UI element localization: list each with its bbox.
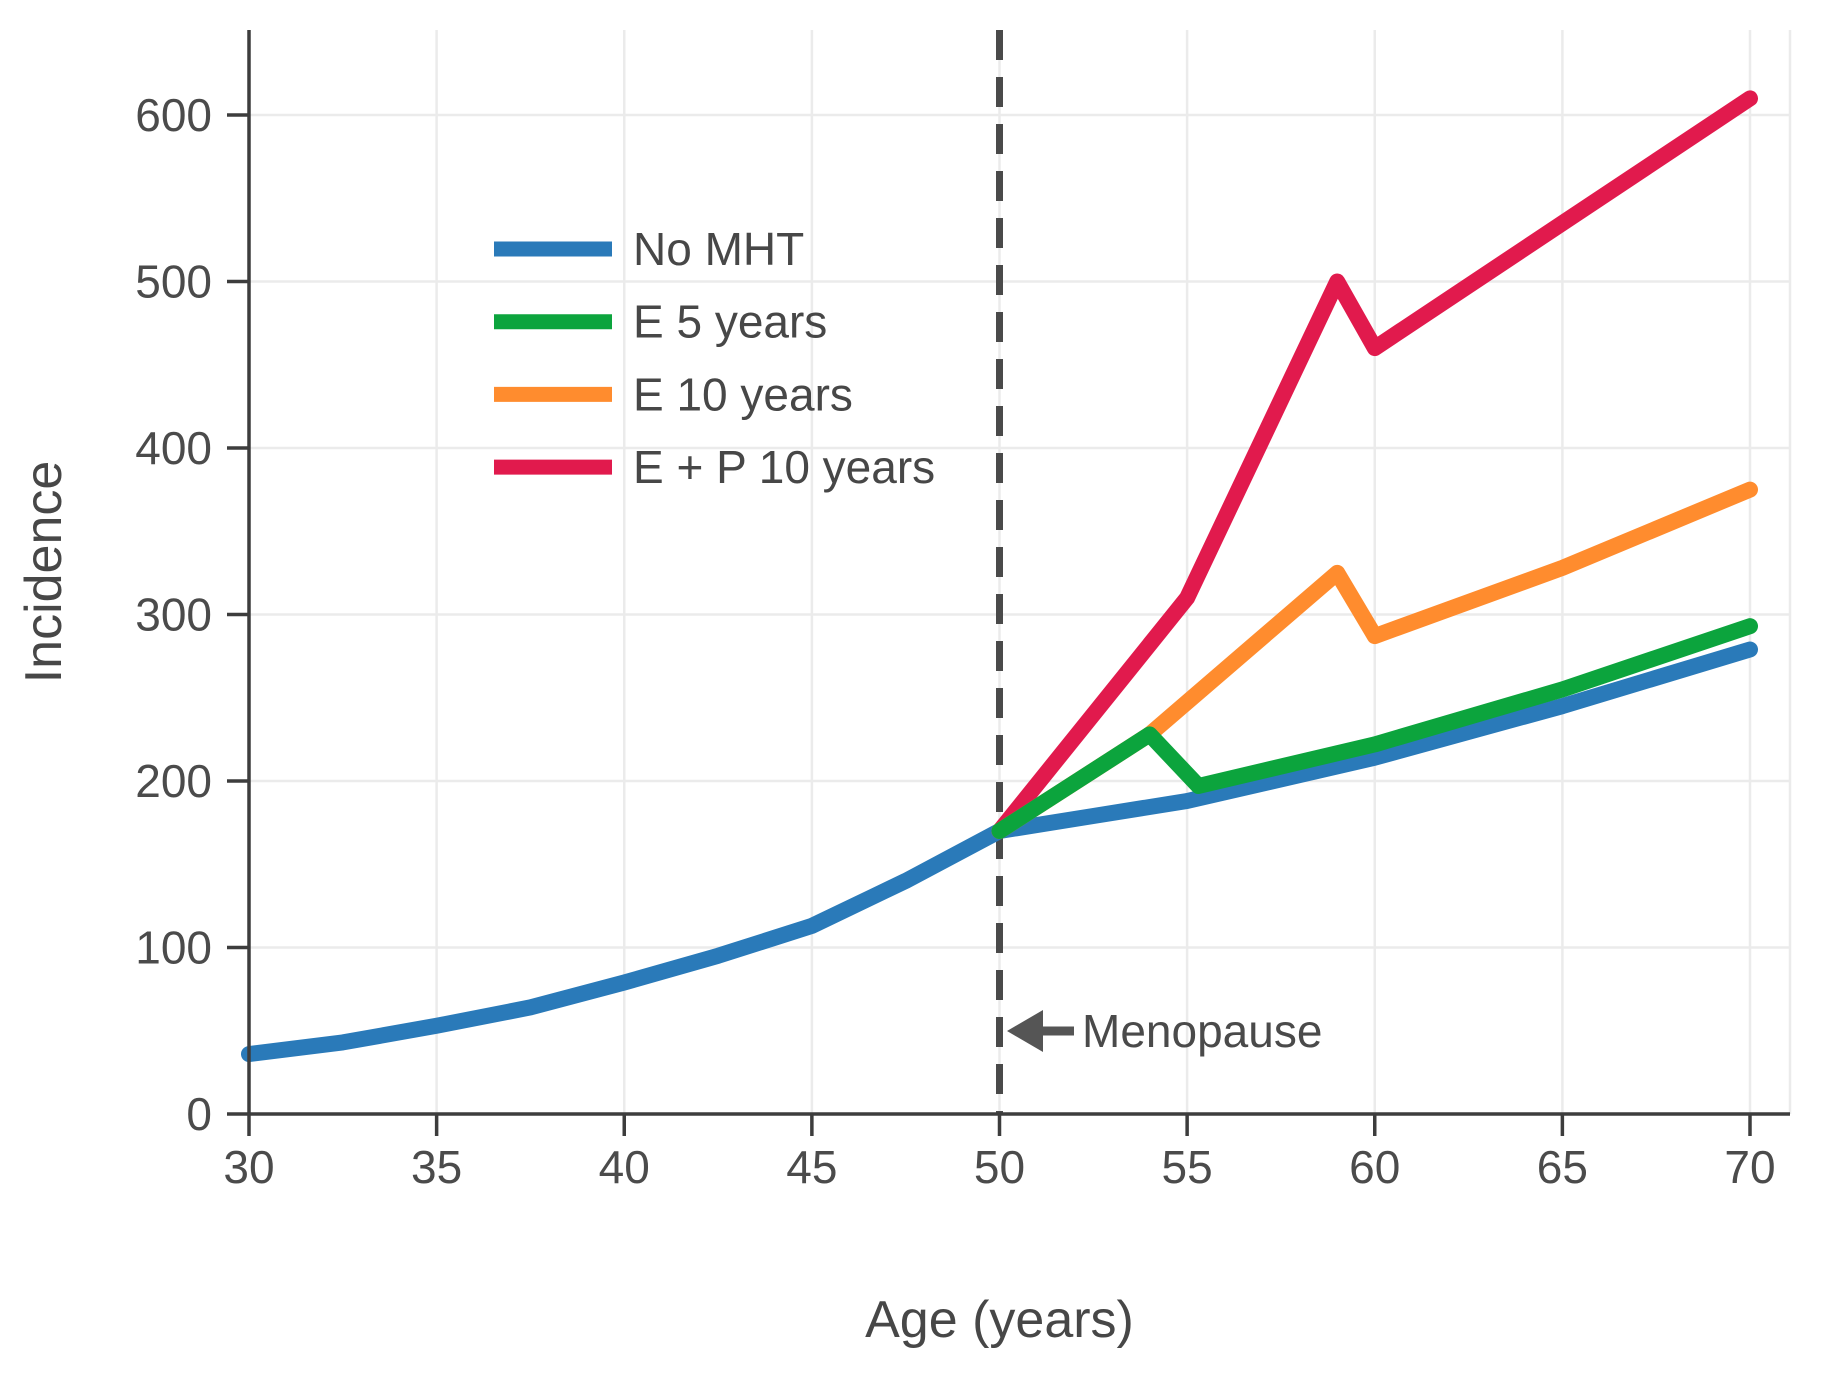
axis-titles-layer: Age (years) Incidence <box>15 461 1134 1349</box>
series-line-e-p-10-years <box>991 90 1758 839</box>
menopause-label: Menopause <box>1082 1005 1322 1057</box>
legend-item: E 5 years <box>494 296 827 348</box>
x-axis-title: Age (years) <box>865 1291 1134 1349</box>
legend-label-no-mht: No MHT <box>633 223 804 275</box>
y-axis-title: Incidence <box>15 461 73 684</box>
x-tick-label-45: 45 <box>786 1141 837 1193</box>
y-tick-label-300: 300 <box>135 589 212 641</box>
legend-item: No MHT <box>494 223 804 275</box>
series-line-e-5-years <box>991 618 1758 839</box>
series-line-no-mht <box>241 641 1758 1063</box>
y-tick-label-400: 400 <box>135 422 212 474</box>
series-layer <box>241 90 1758 1063</box>
tick-labels-layer: 30 35 40 45 50 55 60 65 70 0 100 200 300 400 500 600 <box>135 89 1775 1193</box>
x-tick-label-50: 50 <box>974 1141 1025 1193</box>
y-tick-label-600: 600 <box>135 89 212 141</box>
legend-item: E 10 years <box>494 368 853 420</box>
x-tick-label-65: 65 <box>1537 1141 1588 1193</box>
menopause-annotation: Menopause <box>1007 1005 1322 1057</box>
x-tick-label-60: 60 <box>1349 1141 1400 1193</box>
legend-item: E + P 10 years <box>494 441 935 493</box>
y-tick-label-200: 200 <box>135 755 212 807</box>
x-tick-label-30: 30 <box>223 1141 274 1193</box>
x-tick-label-70: 70 <box>1724 1141 1775 1193</box>
y-tick-label-500: 500 <box>135 256 212 308</box>
y-tick-label-0: 0 <box>186 1088 212 1140</box>
x-tick-label-35: 35 <box>411 1141 462 1193</box>
axes-layer <box>227 30 1790 1136</box>
legend-label-e-10-years: E 10 years <box>633 368 853 420</box>
x-tick-label-55: 55 <box>1162 1141 1213 1193</box>
legend: No MHT E 5 years E 10 years E + P 10 years <box>494 223 935 493</box>
left-arrow-icon <box>1007 1010 1043 1052</box>
legend-label-e-p-10-years: E + P 10 years <box>633 441 935 493</box>
gridlines-layer <box>249 30 1792 1114</box>
legend-label-e-5-years: E 5 years <box>633 296 827 348</box>
x-tick-label-40: 40 <box>599 1141 650 1193</box>
y-tick-label-100: 100 <box>135 922 212 974</box>
